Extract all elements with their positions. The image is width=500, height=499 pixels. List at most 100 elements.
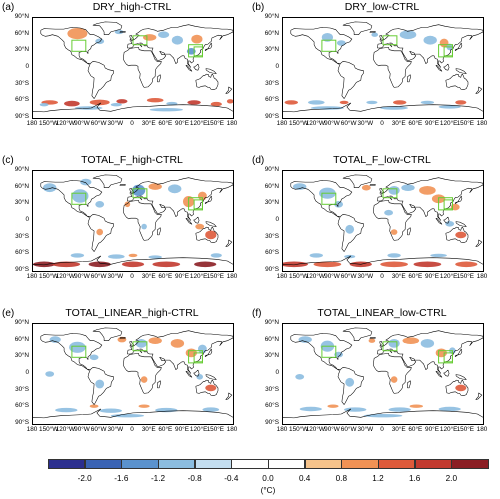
region-box xyxy=(71,39,87,52)
anomaly-patch xyxy=(384,209,393,216)
longitude-label: 120°E xyxy=(439,426,458,433)
coastline xyxy=(127,330,233,374)
longitude-label: 180 xyxy=(276,426,288,433)
longitude-label: 120°W xyxy=(305,426,325,433)
coastline xyxy=(204,42,213,52)
anomaly-patch xyxy=(89,404,99,408)
coastline xyxy=(205,68,217,74)
coastline xyxy=(443,63,450,71)
colorbar-tick-label: 0.0 xyxy=(262,474,274,483)
colorbar-swatch xyxy=(158,459,196,469)
colorbar-swatch xyxy=(341,459,379,469)
longitude-label: 30°E xyxy=(141,273,156,280)
coastline xyxy=(225,86,233,94)
anomaly-patch xyxy=(388,186,400,195)
longitude-label: 180 xyxy=(26,273,38,280)
colorbar-swatch xyxy=(304,459,342,469)
longitude-label: 120°W xyxy=(55,273,75,280)
region-box xyxy=(382,188,398,199)
longitude-label: 120°E xyxy=(439,120,458,127)
longitude-label: 90°E xyxy=(425,273,439,280)
coastline xyxy=(129,187,134,194)
anomaly-patch xyxy=(295,374,305,380)
coastline xyxy=(92,327,123,341)
longitude-label: 120°W xyxy=(305,120,325,127)
anomaly-patch xyxy=(110,103,122,107)
region-box xyxy=(321,192,337,205)
coastline xyxy=(204,195,213,205)
anomaly-patch xyxy=(187,100,201,105)
coastline xyxy=(87,367,114,405)
anomaly-patch xyxy=(89,354,99,361)
coastline xyxy=(185,370,193,378)
coastline xyxy=(33,408,233,419)
anomaly-patch xyxy=(390,376,398,383)
colorbar-swatch xyxy=(451,459,489,469)
region-box xyxy=(321,345,337,358)
latitude-label: 90°N xyxy=(14,13,29,20)
longitude-label: 90°W xyxy=(74,426,90,433)
anomaly-patch xyxy=(339,100,349,105)
anomaly-patch xyxy=(116,99,128,104)
anomaly-patch xyxy=(210,101,222,107)
coastline xyxy=(87,214,114,252)
longitude-label: 180 xyxy=(476,426,488,433)
longitude-label: 90°W xyxy=(324,426,340,433)
coastline xyxy=(290,333,353,371)
coastline xyxy=(377,24,483,68)
latitude-label: 30°N xyxy=(14,352,29,360)
anomaly-patch xyxy=(45,371,55,377)
longitude-label: 60°E xyxy=(408,426,423,433)
anomaly-patch xyxy=(43,183,57,193)
latitude-label: 60°N xyxy=(14,29,29,37)
map-panel: (e) TOTAL_LINEAR_high-CTRL 90°N 60°N 30°N 0 30… xyxy=(0,306,250,456)
coastline xyxy=(157,227,162,236)
longitude-label: 180 xyxy=(26,426,38,433)
longitude-label: 150°W xyxy=(289,120,309,127)
anomaly-patch xyxy=(186,48,196,55)
anomaly-patch xyxy=(419,186,436,195)
longitude-label: 150°E xyxy=(456,120,475,127)
anomaly-patch xyxy=(95,201,105,208)
colorbar-swatch xyxy=(414,459,452,469)
anomaly-patch xyxy=(69,341,86,353)
longitude-label: 60°W xyxy=(340,120,357,127)
anomaly-patch xyxy=(455,261,478,268)
anomaly-patch xyxy=(455,231,467,239)
anomaly-patch xyxy=(430,253,447,258)
anomaly-patch xyxy=(387,253,401,258)
colorbar-tick-label: -2.0 xyxy=(77,474,92,483)
anomaly-patch xyxy=(67,28,88,40)
anomaly-patch xyxy=(388,339,400,348)
longitude-label: 90°E xyxy=(175,273,189,280)
latitude-label: 60°N xyxy=(264,335,279,343)
panel-letter: (e) xyxy=(2,308,15,319)
coastline xyxy=(283,255,483,266)
coastline xyxy=(407,227,412,236)
longitude-label: 90°E xyxy=(175,426,189,433)
anomaly-patch xyxy=(114,29,124,35)
longitude-label: 150°E xyxy=(206,120,225,127)
anomaly-patch xyxy=(140,376,148,383)
anomaly-patch xyxy=(146,98,164,103)
region-box xyxy=(443,352,453,363)
longitude-label: 180 xyxy=(276,273,288,280)
coastline xyxy=(342,327,373,341)
colorbar-swatch xyxy=(84,459,122,469)
longitude-label: 60°W xyxy=(340,273,357,280)
colorbar-tick-label: -0.4 xyxy=(224,474,239,483)
anomaly-patch xyxy=(334,201,343,208)
longitude-label: 180 xyxy=(476,120,488,127)
longitude-label: 120°W xyxy=(305,273,325,280)
latitude-label: 90°N xyxy=(264,166,279,173)
coastline xyxy=(204,348,213,358)
anomaly-patch xyxy=(310,106,345,110)
longitude-label: 180 xyxy=(226,426,238,433)
colorbar-tick-label: 0.8 xyxy=(335,474,348,483)
coastline xyxy=(435,370,443,378)
coastline xyxy=(337,214,364,252)
anomaly-patch xyxy=(99,408,122,413)
region-box xyxy=(443,199,453,210)
latitude-label: 90°S xyxy=(265,266,279,273)
anomaly-patch xyxy=(55,407,78,413)
